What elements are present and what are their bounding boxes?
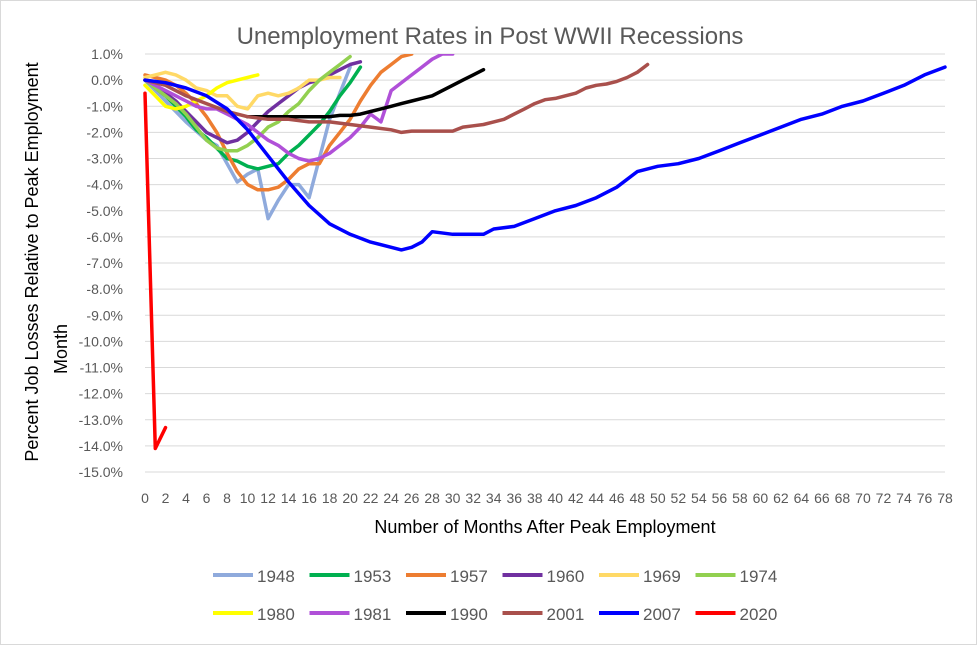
- y-tick-label: -10.0%: [79, 333, 123, 349]
- x-tick-label: 40: [547, 490, 563, 506]
- x-tick-label: 66: [814, 490, 830, 506]
- y-tick-label: -9.0%: [86, 307, 123, 323]
- y-tick-label: 1.0%: [91, 46, 123, 62]
- legend-label-1990: 1990: [450, 605, 488, 624]
- x-tick-label: 12: [260, 490, 276, 506]
- x-tick-label: 18: [322, 490, 338, 506]
- legend-label-1974: 1974: [740, 567, 778, 586]
- legend-label-2020: 2020: [740, 605, 778, 624]
- x-tick-label: 8: [223, 490, 231, 506]
- legend-label-1957: 1957: [450, 567, 488, 586]
- x-tick-label: 74: [896, 490, 912, 506]
- x-tick-label: 44: [588, 490, 604, 506]
- y-tick-label: -3.0%: [86, 151, 123, 167]
- x-tick-label: 32: [465, 490, 481, 506]
- y-axis-ticks: 1.0% 0.0% -1.0% -2.0% -3.0% -4.0% -5.0% -6.0% -7…: [79, 46, 123, 480]
- legend-label-1980: 1980: [257, 605, 295, 624]
- series-lines: [143, 54, 947, 451]
- x-axis-label: Number of Months After Peak Employment: [374, 517, 715, 537]
- x-tick-label: 38: [527, 490, 543, 506]
- x-tick-label: 54: [691, 490, 707, 506]
- x-tick-label: 48: [630, 490, 646, 506]
- y-axis-label-line1: Percent Job Losses Relative to Peak Empl…: [22, 62, 42, 461]
- x-tick-label: 22: [363, 490, 379, 506]
- series-line-1981: [143, 54, 455, 163]
- x-tick-label: 16: [301, 490, 317, 506]
- gridlines: [145, 53, 945, 473]
- x-tick-label: 46: [609, 490, 625, 506]
- y-tick-label: -15.0%: [79, 464, 123, 480]
- y-tick-label: -13.0%: [79, 412, 123, 428]
- x-tick-label: 58: [732, 490, 748, 506]
- series-line-1980: [143, 73, 260, 111]
- y-tick-label: 0.0%: [91, 72, 123, 88]
- legend: 1948 1953 1957 1960 1969 1974 1980 1981 1990 2001…: [213, 567, 777, 624]
- x-tick-label: 24: [383, 490, 399, 506]
- x-tick-label: 0: [141, 490, 149, 506]
- series-line-2020: [143, 91, 168, 451]
- x-axis-ticks: 0 2 4 6 8 10 12 14 16 18 20 22 24 26 28 30 32 34 36 38 40 42 4…: [141, 490, 953, 506]
- legend-label-2001: 2001: [547, 605, 585, 624]
- x-tick-label: 34: [486, 490, 502, 506]
- y-tick-label: -6.0%: [86, 229, 123, 245]
- legend-label-1953: 1953: [354, 567, 392, 586]
- x-tick-label: 14: [281, 490, 297, 506]
- x-tick-label: 78: [937, 490, 953, 506]
- x-tick-label: 6: [203, 490, 211, 506]
- x-tick-label: 10: [240, 490, 256, 506]
- series-line-1990: [245, 67, 486, 119]
- y-tick-label: -1.0%: [86, 98, 123, 114]
- series-line-1974: [143, 54, 352, 153]
- y-tick-label: -4.0%: [86, 177, 123, 193]
- x-tick-label: 68: [835, 490, 851, 506]
- x-tick-label: 42: [568, 490, 584, 506]
- legend-label-1948: 1948: [257, 567, 295, 586]
- x-tick-label: 52: [671, 490, 687, 506]
- legend-label-1969: 1969: [643, 567, 681, 586]
- series-line-2001: [143, 62, 650, 135]
- y-tick-label: -5.0%: [86, 203, 123, 219]
- x-tick-label: 64: [794, 490, 810, 506]
- x-tick-label: 72: [876, 490, 892, 506]
- x-tick-label: 70: [855, 490, 871, 506]
- y-tick-label: -7.0%: [86, 255, 123, 271]
- x-tick-label: 28: [424, 490, 440, 506]
- x-tick-label: 76: [917, 490, 933, 506]
- y-axis-label-line2: Month: [51, 324, 71, 374]
- y-tick-label: -11.0%: [80, 360, 123, 376]
- y-tick-label: -8.0%: [86, 281, 123, 297]
- x-tick-label: 56: [712, 490, 728, 506]
- legend-label-1981: 1981: [354, 605, 392, 624]
- x-tick-label: 4: [182, 490, 190, 506]
- chart-title: Unemployment Rates in Post WWII Recessio…: [237, 23, 744, 50]
- series-line-1969: [143, 70, 342, 111]
- legend-label-2007: 2007: [643, 605, 681, 624]
- legend-label-1960: 1960: [547, 567, 585, 586]
- x-tick-label: 36: [506, 490, 522, 506]
- x-tick-label: 30: [445, 490, 461, 506]
- x-tick-label: 26: [404, 490, 420, 506]
- y-tick-label: -14.0%: [79, 438, 123, 454]
- x-tick-label: 2: [162, 490, 170, 506]
- x-tick-label: 20: [342, 490, 358, 506]
- series-line-2007: [143, 65, 947, 252]
- x-tick-label: 62: [773, 490, 789, 506]
- y-tick-label: -2.0%: [86, 124, 123, 140]
- x-tick-label: 60: [753, 490, 769, 506]
- y-tick-label: -12.0%: [79, 386, 123, 402]
- x-tick-label: 50: [650, 490, 666, 506]
